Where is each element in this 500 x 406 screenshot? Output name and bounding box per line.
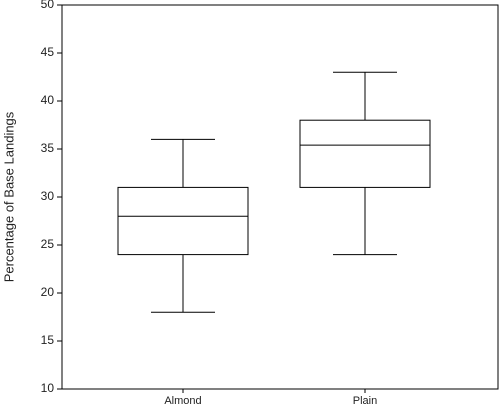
- y-axis-label: Percentage of Base Landings: [1, 111, 16, 282]
- y-tick-label: 20: [41, 285, 55, 299]
- x-tick-label: Almond: [164, 395, 201, 406]
- y-tick-label: 35: [41, 141, 55, 155]
- x-tick-label: Plain: [353, 395, 377, 406]
- box: [299, 119, 431, 188]
- y-tick-label: 45: [41, 45, 55, 59]
- box: [117, 186, 249, 256]
- y-tick-label: 10: [41, 381, 55, 395]
- y-tick-label: 15: [41, 333, 55, 347]
- y-tick-label: 25: [41, 237, 55, 251]
- y-tick-label: 40: [41, 93, 55, 107]
- plot-frame: [61, 4, 499, 390]
- y-tick-label: 50: [41, 0, 55, 11]
- y-tick-label: 30: [41, 189, 55, 203]
